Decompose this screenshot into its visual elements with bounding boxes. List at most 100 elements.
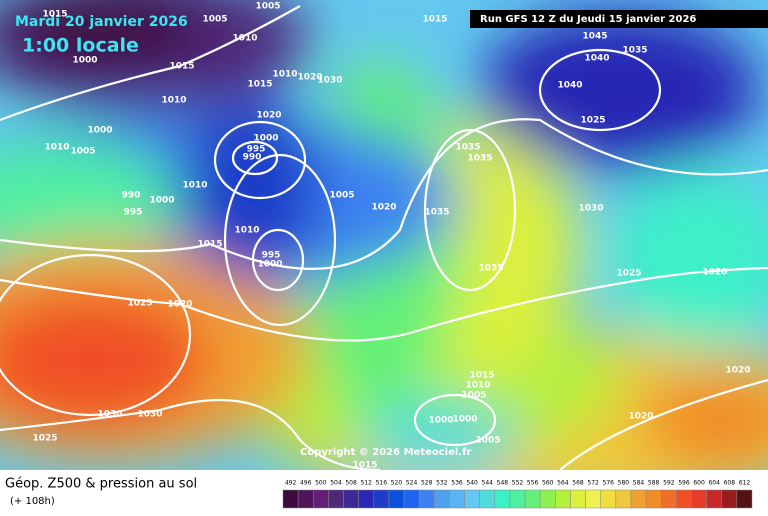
scale-swatch	[721, 489, 738, 509]
isobar-label: 1000	[253, 134, 278, 144]
scale-swatch	[328, 489, 344, 509]
isobar-label: 1000	[428, 416, 453, 426]
scale-swatch	[676, 489, 692, 509]
isobar-label: 1020	[167, 300, 192, 310]
isobar-label: 1020	[371, 203, 396, 213]
isobar-label: 1010	[234, 226, 259, 236]
scale-label: 536	[451, 480, 463, 487]
scale-label: 544	[482, 480, 494, 487]
scale-label: 600	[693, 480, 705, 487]
scale-swatch	[691, 489, 707, 509]
lead-time: (+ 108h)	[10, 496, 55, 507]
isobars	[0, 5, 768, 470]
isobar-label: 1035	[467, 154, 492, 164]
isobar-label: 1000	[452, 415, 477, 425]
isobar-label: 1020	[628, 412, 653, 422]
scale-swatch	[570, 489, 586, 509]
scale-label: 612	[739, 480, 751, 487]
isobar-label: 1025	[580, 116, 605, 126]
isobar-label: 1010	[272, 70, 297, 80]
scale-label: 500	[315, 480, 327, 487]
isobar-label: 1010	[44, 143, 69, 153]
isobar-label: 1040	[557, 81, 582, 91]
isobar-label: 1010	[182, 181, 207, 191]
scale-label: 584	[633, 480, 645, 487]
isobar-label: 1045	[582, 32, 607, 42]
isobar-label: 1035	[622, 46, 647, 56]
isobar-label: 1000	[149, 196, 174, 206]
scale-label: 560	[542, 480, 554, 487]
isobar-label: 995	[124, 208, 143, 218]
scale-label: 496	[300, 480, 312, 487]
isobar-label: 1005	[461, 391, 486, 401]
scale-swatch	[313, 489, 329, 509]
isobar-label: 1010	[161, 96, 186, 106]
scale-label: 576	[603, 480, 615, 487]
isobar-label: 1035	[424, 208, 449, 218]
run-box	[470, 10, 768, 28]
scale-label: 532	[436, 480, 448, 487]
isobar-label: 1005	[70, 147, 95, 157]
scale-swatch	[297, 489, 314, 509]
scale-label: 512	[360, 480, 372, 487]
date: Mardi 20 janvier 2026	[15, 14, 188, 30]
scale-label: 592	[663, 480, 675, 487]
isobar-label: 990	[122, 191, 141, 201]
scale-label: 552	[512, 480, 524, 487]
scale-label: 564	[557, 480, 569, 487]
isobar-label: 1005	[475, 436, 500, 446]
scale-swatch	[373, 489, 390, 509]
isobar-label: 1015	[247, 80, 272, 90]
isobar-label: 1020	[702, 268, 727, 278]
scale-swatch	[434, 489, 450, 509]
scale-swatch	[736, 489, 753, 509]
scale-label: 492	[285, 480, 297, 487]
isobar-label: 1000	[87, 126, 112, 136]
scale-swatch	[449, 489, 465, 509]
isobar-label: 1005	[329, 191, 354, 201]
scale-swatch	[358, 489, 375, 509]
scale-swatch	[706, 489, 722, 509]
scale-label: 508	[345, 480, 357, 487]
isobar-label: 1015	[197, 240, 222, 250]
time: 1:00 locale	[22, 35, 139, 57]
scale-swatch	[343, 489, 359, 509]
run-text: Run GFS 12 Z du Jeudi 15 janvier 2026	[480, 14, 696, 25]
isobar-label: 1030	[137, 410, 162, 420]
scale-label: 504	[330, 480, 342, 487]
scale-label: 524	[406, 480, 418, 487]
isobar-label: 1025	[32, 434, 57, 444]
isobar-label: 995	[247, 145, 266, 155]
scale-label: 556	[527, 480, 539, 487]
isobar-label: 1015	[422, 15, 447, 25]
scale-label: 528	[421, 480, 433, 487]
scale-swatch	[524, 489, 541, 509]
isobar-label: 995	[262, 251, 281, 261]
scale-swatch	[615, 489, 632, 509]
isobar-label: 1010	[232, 34, 257, 44]
legend-title: Géop. Z500 & pression au sol	[5, 477, 197, 492]
isobar-label: 1015	[169, 62, 194, 72]
scale-swatch	[388, 489, 405, 509]
scale-label: 540	[466, 480, 478, 487]
isobar-label: 1000	[257, 260, 282, 270]
scale-swatch	[555, 489, 571, 509]
scale-swatch	[282, 489, 299, 509]
isobar-label: 1000	[72, 56, 97, 66]
scale-label: 520	[391, 480, 403, 487]
scale-swatch	[660, 489, 677, 509]
isobar-label: 1035	[455, 143, 480, 153]
isobar-label: 1015	[469, 371, 494, 381]
isobar-label: 1035	[478, 264, 503, 274]
scale-label: 608	[724, 480, 736, 487]
isobar-label: 1020	[725, 366, 750, 376]
scale-swatch	[585, 489, 601, 509]
isobar-label: 1040	[584, 54, 609, 64]
isobar-label: 1020	[256, 111, 281, 121]
scale-swatch	[418, 489, 435, 509]
scale-swatch	[494, 489, 511, 509]
isobar-label: 1015	[352, 461, 377, 471]
scale-swatch	[479, 489, 496, 509]
